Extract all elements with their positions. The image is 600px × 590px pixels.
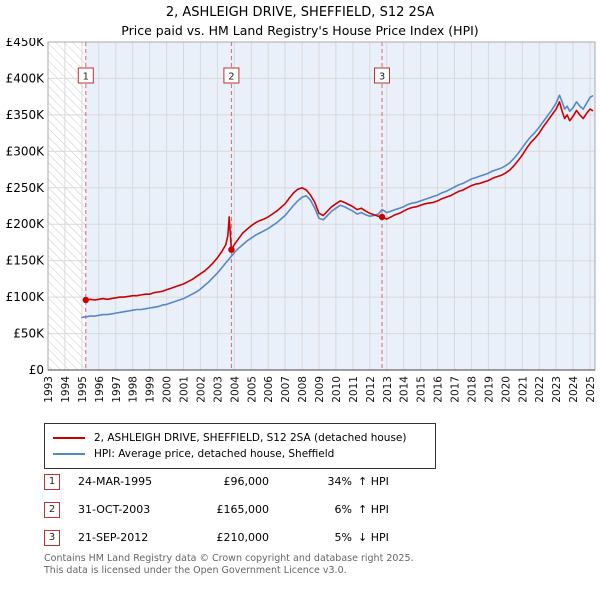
svg-text:2008: 2008	[297, 376, 309, 403]
svg-text:2023: 2023	[551, 376, 563, 403]
svg-text:2010: 2010	[331, 376, 343, 403]
svg-text:2012: 2012	[365, 376, 377, 403]
svg-text:2006: 2006	[263, 376, 275, 403]
svg-text:3: 3	[379, 72, 385, 83]
svg-text:1999: 1999	[145, 376, 157, 403]
sale-number-badge: 1	[44, 474, 60, 490]
svg-text:1998: 1998	[128, 376, 140, 403]
sale-price: £96,000	[223, 475, 270, 488]
svg-text:£450K: £450K	[6, 38, 46, 49]
svg-text:£400K: £400K	[6, 71, 46, 85]
sale-hpi-direction: ↓ HPI	[358, 531, 389, 544]
svg-text:2007: 2007	[280, 376, 292, 403]
legend-label-property: 2, ASHLEIGH DRIVE, SHEFFIELD, S12 2SA (d…	[94, 432, 407, 444]
svg-text:2017: 2017	[450, 376, 462, 403]
svg-text:2009: 2009	[314, 376, 326, 403]
transactions-table: 1 24-MAR-1995 £96,000 34% ↑ HPI 2 31-OCT…	[44, 474, 564, 554]
svg-text:£150K: £150K	[6, 254, 46, 268]
svg-text:£300K: £300K	[6, 144, 46, 158]
sale-date: 24-MAR-1995	[78, 475, 153, 488]
svg-text:2000: 2000	[162, 376, 174, 403]
price-history-chart: £0 £50K £100K £150K £200K £250K £300K £350K £400…	[6, 38, 597, 403]
svg-text:2025: 2025	[585, 376, 597, 403]
svg-text:2011: 2011	[348, 376, 360, 403]
sale-hpi-direction: ↑ HPI	[358, 475, 389, 488]
svg-text:2015: 2015	[416, 376, 428, 403]
svg-text:2021: 2021	[517, 376, 529, 403]
chart-legend: 2, ASHLEIGH DRIVE, SHEFFIELD, S12 2SA (d…	[44, 423, 436, 469]
svg-text:£50K: £50K	[13, 327, 45, 341]
svg-text:2019: 2019	[483, 376, 495, 403]
svg-text:1994: 1994	[60, 376, 72, 403]
license-footer: Contains HM Land Registry data © Crown c…	[44, 553, 590, 576]
svg-text:1995: 1995	[77, 376, 89, 403]
svg-text:£350K: £350K	[6, 108, 46, 122]
svg-text:2005: 2005	[246, 376, 258, 403]
svg-text:2003: 2003	[212, 376, 224, 403]
legend-item-hpi: HPI: Average price, detached house, Shef…	[53, 446, 427, 462]
svg-text:2004: 2004	[229, 376, 241, 403]
sale-hpi-percent: 5%	[334, 531, 352, 544]
sale-price: £210,000	[216, 531, 270, 544]
svg-text:2024: 2024	[568, 376, 580, 403]
transaction-row-2: 2 31-OCT-2003 £165,000 6% ↑ HPI	[44, 502, 564, 518]
svg-text:2022: 2022	[534, 376, 546, 403]
sale-hpi-direction: ↑ HPI	[358, 503, 389, 516]
page-title: 2, ASHLEIGH DRIVE, SHEFFIELD, S12 2SA	[165, 5, 435, 20]
svg-text:2018: 2018	[466, 376, 478, 403]
property-line-swatch	[53, 437, 85, 439]
svg-text:£100K: £100K	[6, 290, 46, 304]
legend-label-hpi: HPI: Average price, detached house, Shef…	[94, 448, 335, 460]
footer-line1: Contains HM Land Registry data © Crown c…	[44, 553, 414, 564]
svg-text:2001: 2001	[179, 376, 191, 403]
svg-text:£200K: £200K	[6, 217, 46, 231]
svg-text:1996: 1996	[94, 376, 106, 403]
transaction-row-3: 3 21-SEP-2012 £210,000 5% ↓ HPI	[44, 530, 564, 546]
svg-text:£0: £0	[29, 363, 44, 377]
sale-number-badge: 2	[44, 502, 60, 518]
sale-date: 31-OCT-2003	[78, 503, 151, 516]
legend-item-property: 2, ASHLEIGH DRIVE, SHEFFIELD, S12 2SA (d…	[53, 430, 427, 446]
svg-text:1997: 1997	[111, 376, 123, 403]
transaction-row-1: 1 24-MAR-1995 £96,000 34% ↑ HPI	[44, 474, 564, 490]
page-subtitle: Price paid vs. HM Land Registry's House …	[121, 23, 479, 38]
sale-number-badge: 3	[44, 530, 60, 546]
sale-price: £165,000	[216, 503, 270, 516]
hpi-line-swatch	[53, 453, 85, 455]
svg-text:2002: 2002	[195, 376, 207, 403]
svg-text:1: 1	[83, 72, 89, 83]
sale-hpi-percent: 34%	[327, 475, 352, 488]
svg-text:2016: 2016	[433, 376, 445, 403]
footer-line2: This data is licensed under the Open Gov…	[44, 564, 347, 576]
svg-text:£250K: £250K	[6, 181, 46, 195]
sale-hpi-percent: 6%	[334, 503, 352, 516]
svg-text:2014: 2014	[399, 376, 411, 403]
svg-text:1993: 1993	[43, 376, 55, 403]
svg-text:2: 2	[228, 72, 234, 83]
sale-date: 21-SEP-2012	[78, 531, 149, 544]
svg-text:2013: 2013	[382, 376, 394, 403]
svg-text:2020: 2020	[500, 376, 512, 403]
